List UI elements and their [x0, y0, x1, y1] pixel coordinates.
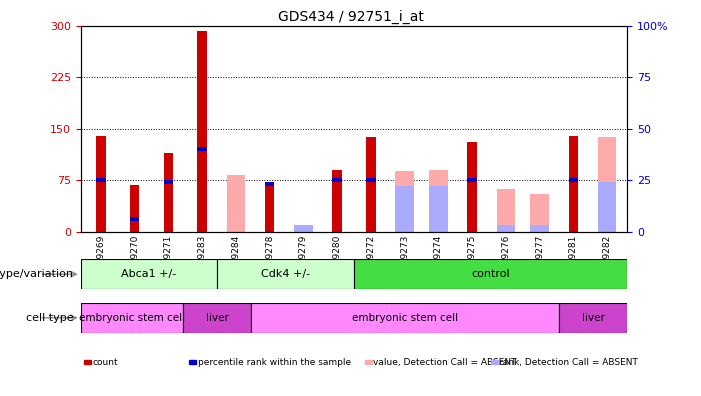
Bar [468, 143, 477, 232]
Bar [81, 303, 183, 333]
Bar [217, 259, 354, 289]
Bar [395, 187, 414, 232]
Bar [265, 182, 274, 187]
Bar [429, 187, 448, 232]
Text: Abca1 +/-: Abca1 +/- [121, 269, 177, 279]
Text: cell type: cell type [26, 313, 74, 323]
Bar [354, 259, 627, 289]
Text: percentile rank within the sample: percentile rank within the sample [198, 358, 350, 367]
Text: control: control [471, 269, 510, 279]
Text: embryonic stem cell: embryonic stem cell [79, 313, 185, 323]
Bar [429, 170, 448, 232]
Bar [332, 170, 342, 232]
Bar [395, 171, 414, 232]
Bar [252, 303, 559, 333]
Bar [198, 30, 207, 232]
Bar [332, 178, 342, 182]
Text: value, Detection Call = ABSENT: value, Detection Call = ABSENT [373, 358, 517, 367]
Text: count: count [93, 358, 118, 367]
Bar [130, 217, 139, 221]
Bar [96, 178, 106, 182]
Bar [569, 135, 578, 232]
Bar [531, 194, 549, 232]
Bar [81, 259, 217, 289]
Bar [226, 175, 245, 232]
Bar [468, 178, 477, 182]
Bar [598, 137, 616, 232]
Bar [183, 303, 252, 333]
Bar [598, 182, 616, 232]
Bar [96, 135, 106, 232]
Text: genotype/variation: genotype/variation [0, 269, 74, 279]
Bar [265, 185, 274, 232]
Bar [294, 225, 313, 232]
Bar [531, 225, 549, 232]
Bar [496, 189, 515, 232]
Bar [366, 178, 376, 182]
Text: rank, Detection Call = ABSENT: rank, Detection Call = ABSENT [499, 358, 638, 367]
Text: embryonic stem cell: embryonic stem cell [352, 313, 458, 323]
Text: liver: liver [206, 313, 229, 323]
Bar [366, 137, 376, 232]
Text: Cdk4 +/-: Cdk4 +/- [261, 269, 311, 279]
Text: liver: liver [582, 313, 605, 323]
Bar [569, 178, 578, 182]
Bar [198, 147, 207, 151]
Bar [130, 185, 139, 232]
Bar [559, 303, 627, 333]
Text: GDS434 / 92751_i_at: GDS434 / 92751_i_at [278, 10, 423, 24]
Bar [163, 153, 173, 232]
Bar [496, 225, 515, 232]
Bar [163, 180, 173, 184]
